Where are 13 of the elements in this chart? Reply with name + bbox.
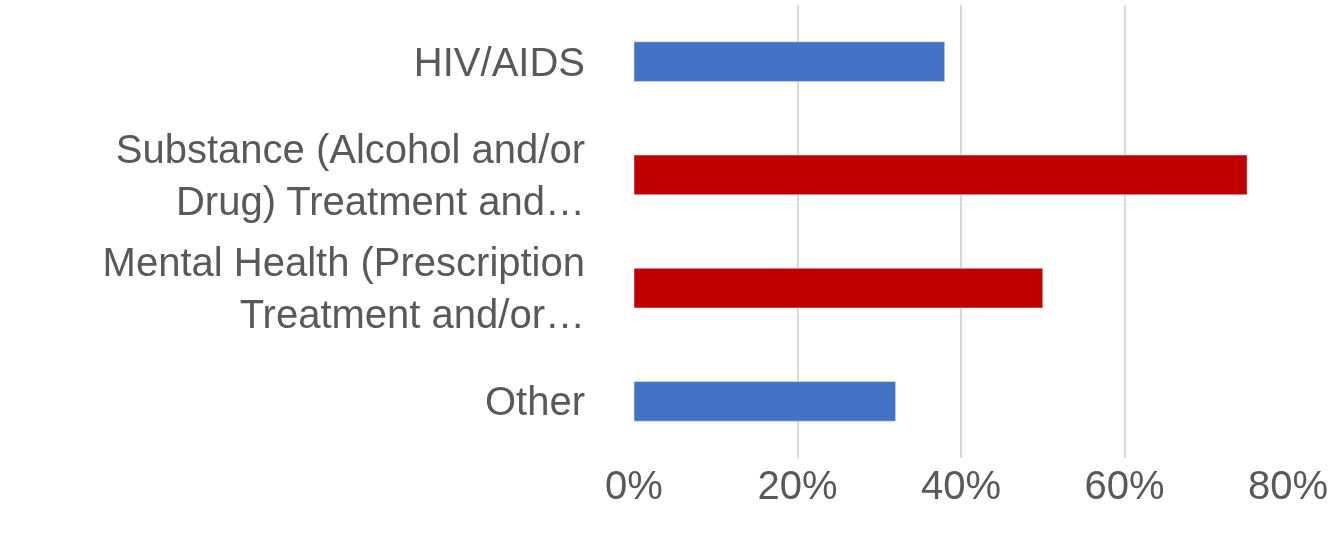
x-tick-label: 60% — [1084, 463, 1165, 507]
y-tick-label: HIV/AIDS — [413, 39, 585, 84]
x-tick-label: 80% — [1247, 463, 1329, 507]
x-tick-label: 20% — [757, 463, 838, 507]
y-tick-label: Other — [484, 379, 585, 424]
y-tick-label: Substance (Alcohol and/or Drug) Treatment and… — [115, 126, 585, 223]
x-tick-label: 40% — [920, 463, 1002, 507]
bar — [634, 154, 1248, 195]
bar — [634, 41, 945, 82]
bar — [634, 268, 1043, 309]
x-tick-label: 0% — [605, 463, 663, 507]
y-tick-label: Mental Health (Prescription Treatment and/or… — [102, 240, 585, 337]
bar — [634, 381, 896, 422]
